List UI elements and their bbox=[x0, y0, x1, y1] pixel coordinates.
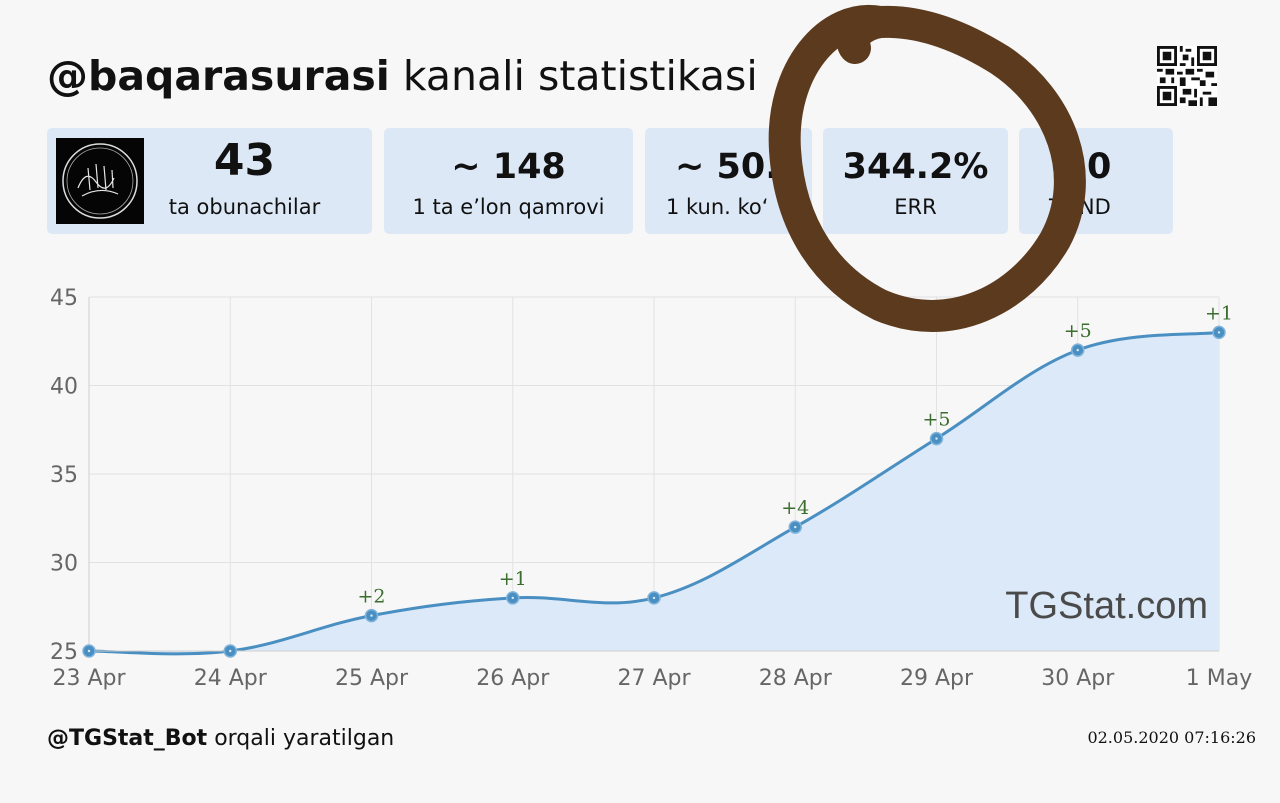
timestamp: 02.05.2020 07:16:26 bbox=[1087, 728, 1256, 747]
data-point-center bbox=[87, 649, 91, 653]
x-tick-label: 24 Apr bbox=[194, 666, 268, 691]
y-tick-label: 45 bbox=[50, 286, 78, 311]
reach-value: ~ 148 bbox=[451, 147, 566, 187]
index-value: 0 bbox=[1087, 147, 1112, 187]
watermark: TGStat.com bbox=[1005, 585, 1208, 627]
y-tick-label: 25 bbox=[50, 640, 78, 665]
subscribers-label: ta obunachilar bbox=[168, 195, 321, 219]
x-tick-label: 26 Apr bbox=[476, 666, 550, 691]
data-point-center bbox=[229, 649, 232, 653]
y-tick-label: 40 bbox=[50, 375, 78, 400]
area-fill bbox=[89, 332, 1219, 654]
data-label: +2 bbox=[357, 586, 385, 608]
stat-card-subscribers: 43 ta obunachilar bbox=[47, 128, 372, 234]
data-label: +1 bbox=[499, 568, 527, 590]
data-point-center bbox=[935, 437, 938, 440]
bot-link[interactable]: @TGStat_Bot bbox=[47, 726, 208, 751]
channel-avatar bbox=[56, 138, 144, 224]
data-point-center bbox=[1076, 348, 1079, 352]
x-tick-label: 28 Apr bbox=[759, 666, 833, 691]
footer-attribution: @TGStat_Bot orqali yaratilgan bbox=[47, 725, 394, 753]
daily-views-value: ~ 50. bbox=[675, 147, 779, 187]
data-point-center bbox=[511, 596, 514, 600]
stat-card-reach: ~ 148 1 ta e’lon qamrovi bbox=[384, 128, 633, 234]
x-tick-label: 23 Apr bbox=[52, 666, 126, 691]
data-point-center bbox=[370, 614, 373, 617]
daily-views-label: 1 kun. ko‘ bbox=[666, 195, 769, 219]
y-tick-label: 35 bbox=[50, 463, 78, 488]
data-label: +1 bbox=[1205, 302, 1233, 324]
data-point-center bbox=[794, 525, 797, 529]
data-label: +5 bbox=[922, 409, 950, 431]
data-point-center bbox=[652, 596, 656, 600]
page-title: @baqarasurasi kanali statistikasi bbox=[47, 50, 758, 102]
title-text: kanali statistikasi bbox=[402, 52, 758, 100]
x-tick-label: 27 Apr bbox=[617, 666, 691, 691]
channel-handle: @baqarasurasi bbox=[47, 52, 390, 100]
y-tick-label: 30 bbox=[50, 552, 78, 577]
reach-label: 1 ta e’lon qamrovi bbox=[412, 195, 605, 219]
created-text: orqali yaratilgan bbox=[214, 726, 395, 751]
qr-code-icon bbox=[1157, 46, 1217, 106]
x-tick-label: 1 May bbox=[1186, 666, 1252, 691]
x-tick-label: 29 Apr bbox=[900, 666, 974, 691]
data-label: +5 bbox=[1064, 320, 1092, 342]
subscribers-value: 43 bbox=[213, 135, 276, 186]
x-tick-label: 25 Apr bbox=[335, 666, 409, 691]
x-tick-label: 30 Apr bbox=[1041, 666, 1115, 691]
data-label: +4 bbox=[781, 497, 809, 519]
data-point-center bbox=[1217, 331, 1221, 334]
